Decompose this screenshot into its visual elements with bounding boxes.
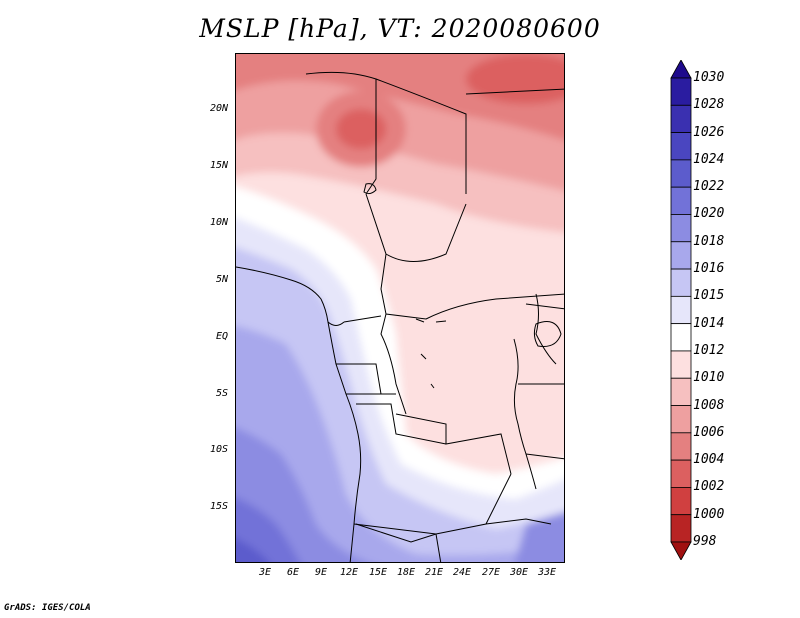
lon-tick-label: 12E bbox=[339, 567, 359, 578]
lon-tick-label: 18E bbox=[396, 567, 416, 578]
colorbar-bottom-arrow bbox=[670, 541, 692, 560]
colorbar-swatch bbox=[670, 77, 692, 106]
lon-tick-label: 27E bbox=[481, 567, 501, 578]
lat-tick-label: 10N bbox=[209, 217, 228, 228]
colorbar-tick-label: 1028 bbox=[693, 97, 725, 113]
colorbar-swatch bbox=[670, 214, 692, 243]
colorbar-tick-label: 1006 bbox=[693, 424, 725, 440]
lat-tick-label: 10S bbox=[209, 444, 228, 455]
colorbar-tick-label: 998 bbox=[693, 534, 717, 549]
lat-tick-label: 15S bbox=[209, 501, 228, 512]
colorbar-tick-label: 1000 bbox=[693, 506, 725, 522]
colorbar-tick-label: 1015 bbox=[693, 288, 725, 304]
colorbar-tick-label: 1014 bbox=[693, 315, 725, 331]
lat-tick-label: 5N bbox=[215, 274, 228, 285]
pressure-contour-bands bbox=[236, 54, 564, 562]
colorbar-tick-label: 1016 bbox=[693, 261, 725, 277]
colorbar-tick-label: 1018 bbox=[693, 233, 725, 249]
lat-tick-label: 20N bbox=[209, 103, 228, 114]
colorbar-swatch bbox=[670, 268, 692, 297]
lon-tick-label: 9E bbox=[314, 567, 328, 578]
colorbar-tick-label: 1010 bbox=[693, 370, 725, 386]
colorbar-swatch bbox=[670, 104, 692, 133]
colorbar-swatch bbox=[670, 432, 692, 461]
colorbar-swatch bbox=[670, 377, 692, 406]
lon-tick-label: 33E bbox=[537, 567, 557, 578]
lat-tick-label: 5S bbox=[215, 388, 228, 399]
colorbar-tick-label: 1026 bbox=[693, 124, 725, 140]
colorbar-swatch bbox=[670, 132, 692, 161]
lon-tick-label: 24E bbox=[452, 567, 472, 578]
lat-tick-label: EQ bbox=[215, 331, 228, 342]
lon-tick-label: 15E bbox=[368, 567, 388, 578]
colorbar-swatch bbox=[670, 487, 692, 516]
colorbar-swatch bbox=[670, 405, 692, 434]
colorbar-swatch bbox=[670, 323, 692, 352]
credit-text: GrADS: IGES/COLA bbox=[4, 603, 91, 613]
colorbar-tick-label: 1008 bbox=[693, 397, 725, 413]
colorbar-swatch bbox=[670, 186, 692, 215]
lat-tick-label: 15N bbox=[209, 160, 228, 171]
colorbar bbox=[670, 60, 692, 560]
colorbar-swatch bbox=[670, 241, 692, 270]
colorbar-swatch bbox=[670, 459, 692, 488]
coastline-and-borders bbox=[236, 71, 564, 562]
colorbar-swatch bbox=[670, 159, 692, 188]
colorbar-swatch bbox=[670, 295, 692, 325]
colorbar-tick-label: 1004 bbox=[693, 452, 725, 468]
colorbar-top-arrow bbox=[670, 60, 692, 79]
colorbar-swatch bbox=[670, 350, 692, 379]
colorbar-tick-label: 1024 bbox=[693, 151, 725, 167]
map-plot-area bbox=[235, 53, 565, 563]
colorbar-swatch bbox=[670, 514, 692, 543]
colorbar-tick-label: 1012 bbox=[693, 342, 725, 358]
lon-tick-label: 30E bbox=[509, 567, 529, 578]
lon-tick-label: 3E bbox=[258, 567, 272, 578]
colorbar-tick-label: 1022 bbox=[693, 179, 725, 195]
lon-tick-label: 21E bbox=[424, 567, 444, 578]
pressure-field-map bbox=[236, 54, 564, 562]
colorbar-tick-label: 1002 bbox=[693, 479, 725, 495]
map-title: MSLP [hPa], VT: 2020080600 bbox=[199, 14, 601, 43]
colorbar-tick-label: 1030 bbox=[693, 70, 725, 85]
colorbar-tick-label: 1020 bbox=[693, 206, 725, 222]
lon-tick-label: 6E bbox=[286, 567, 300, 578]
